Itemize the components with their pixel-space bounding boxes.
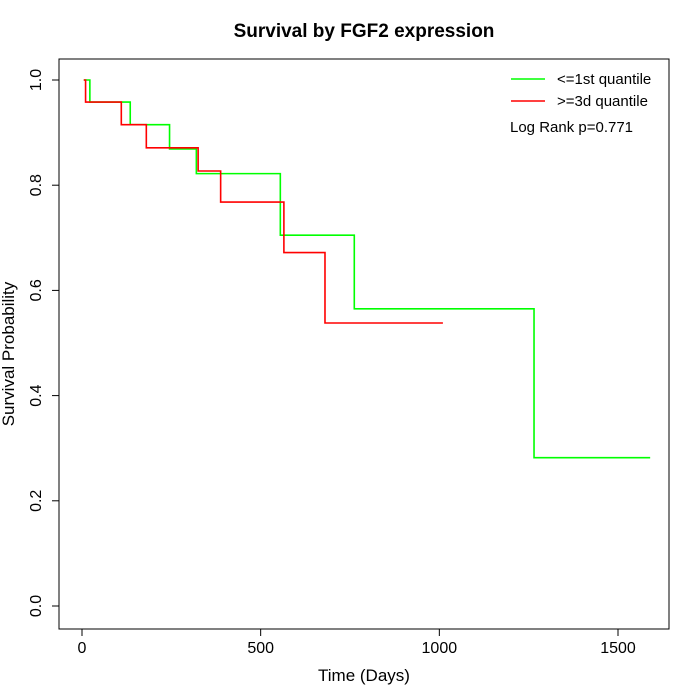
legend-label-high-quantile: >=3d quantile — [557, 93, 648, 110]
x-axis-label: Time (Days) — [318, 666, 410, 685]
y-tick-label: 0.4 — [28, 384, 45, 406]
y-tick-label: 0.0 — [28, 595, 45, 617]
y-axis-label: Survival Probability — [0, 281, 18, 426]
x-tick-label: 0 — [78, 640, 87, 657]
series-high-quantile-line — [83, 79, 443, 324]
y-tick-label: 1.0 — [28, 69, 45, 91]
y-axis: 0.0 0.2 0.4 0.6 0.8 1.0 — [28, 69, 60, 617]
series-layer — [83, 79, 651, 459]
x-axis: 0 500 1000 1500 — [78, 628, 636, 657]
y-tick-label: 0.2 — [28, 490, 45, 512]
x-tick-label: 1500 — [600, 640, 636, 657]
plot-frame — [58, 58, 670, 630]
chart-title: Survival by FGF2 expression — [234, 21, 495, 42]
log-rank-annotation: Log Rank p=0.771 — [510, 119, 633, 136]
x-tick-label: 500 — [247, 640, 274, 657]
legend-label-low-quantile: <=1st quantile — [557, 71, 651, 88]
y-tick-label: 0.8 — [28, 174, 45, 196]
x-tick-label: 1000 — [422, 640, 458, 657]
legend: <=1st quantile >=3d quantile — [511, 71, 651, 110]
series-low-quantile-line — [83, 79, 651, 459]
y-tick-label: 0.6 — [28, 279, 45, 301]
